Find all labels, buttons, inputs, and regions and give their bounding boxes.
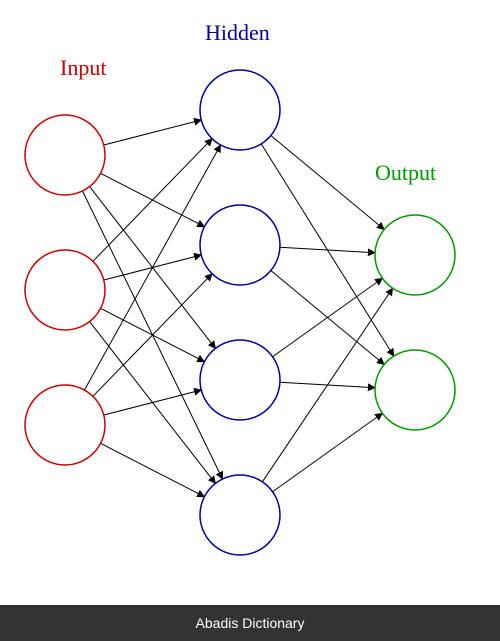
edges-group (82, 120, 393, 497)
edge (271, 136, 384, 230)
layer-label-output: Output (375, 160, 436, 185)
node-i1 (25, 250, 105, 330)
nodes-group: Input Hidden Output (25, 20, 455, 555)
node-i2 (25, 385, 105, 465)
edge (273, 278, 383, 357)
edge (104, 120, 202, 145)
layer-label-input: Input (60, 55, 106, 80)
caption-bar: Abadis Dictionary (0, 605, 500, 641)
node-o1 (375, 350, 455, 430)
edge (101, 443, 205, 496)
neural-network-diagram: Input Hidden Output (0, 0, 500, 605)
edge (273, 413, 383, 492)
node-h2 (200, 340, 280, 420)
edge (104, 390, 202, 415)
diagram-svg: Input Hidden Output (0, 0, 500, 605)
edge (93, 139, 212, 262)
edge (280, 247, 375, 252)
node-i0 (25, 115, 105, 195)
node-h0 (200, 70, 280, 150)
edge (84, 145, 220, 390)
layer-label-hidden: Hidden (205, 20, 270, 45)
node-o0 (375, 215, 455, 295)
caption-text: Abadis Dictionary (196, 615, 305, 631)
node-h1 (200, 205, 280, 285)
node-h3 (200, 475, 280, 555)
edge (93, 274, 212, 397)
